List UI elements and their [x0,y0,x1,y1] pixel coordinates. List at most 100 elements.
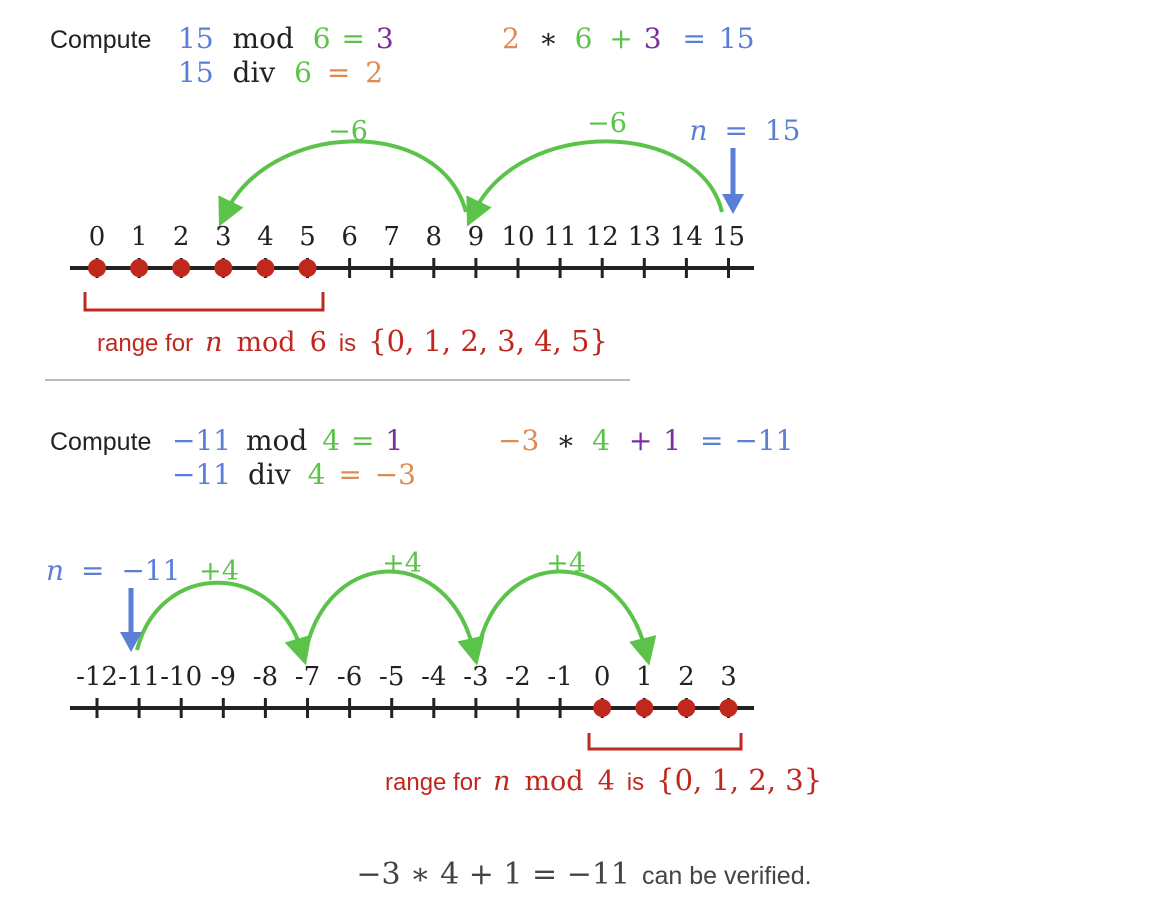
dividend: 15 [178,56,214,89]
remainder-dot [593,699,612,717]
remainder-dot [298,259,317,277]
dividend: 15 [719,22,755,55]
divisor: 4 [308,458,326,491]
tick-label: 0 [89,222,106,252]
tick-label: 4 [257,222,274,252]
plus-sign: + [609,22,632,55]
tick-label: 3 [720,662,737,692]
tick-label: 13 [628,222,661,252]
range-prefix: range for [97,330,193,357]
tick-label: 6 [341,222,358,252]
dividend: 15 [178,22,214,55]
quotient: 2 [502,22,520,55]
mod-operator: mod [233,22,294,55]
tick-label: -10 [160,662,202,692]
divisor: 6 [310,327,327,358]
tick-label: 14 [670,222,703,252]
jump-label: −6 [328,116,368,147]
jump-arrow-9-to-3 [218,139,468,227]
quotient: 2 [365,56,383,89]
range-caption: range for n mod 4 is {0, 1, 2, 3} [385,763,822,797]
tick-label: -7 [295,662,320,692]
tick-label: -2 [505,662,530,692]
remainder: 1 [663,424,681,457]
tick-label: 7 [383,222,400,252]
range-is: is [627,769,644,796]
tick-label: -4 [421,662,446,692]
check-equation: 2 ∗ 6 + 3 = 15 [502,22,755,55]
mod-equation: −11 mod 4 = 1 [172,424,403,457]
variable-n: n [205,327,222,358]
jump-label: −6 [587,108,627,139]
mod-equation: 15 mod 6 = 3 [178,22,394,55]
mod-operator: mod [236,327,295,358]
footer-equation: −3 ∗ 4 + 1 = −11 [356,857,630,892]
remainder-dot [214,259,233,277]
range-bracket [83,292,325,312]
remainder-dot [172,259,191,277]
divisor: 4 [322,424,340,457]
dividend: −11 [172,424,231,457]
range-bracket [587,733,743,751]
remainder-dot [256,259,275,277]
jump-label: +4 [199,556,239,587]
tick-label: 1 [636,662,653,692]
jump-label: +4 [382,548,422,579]
range-set: {0, 1, 2, 3, 4, 5} [368,324,608,358]
equals-sign: = [327,56,350,89]
tick-label: 12 [586,222,619,252]
pointer-arrow-head [722,194,744,214]
mod-operator: mod [524,766,583,797]
equals-sign: = [351,424,374,457]
tick-label: 3 [215,222,232,252]
times-sign: ∗ [539,22,558,55]
tick-label: -1 [547,662,572,692]
div-operator: div [233,56,276,89]
div-equation: 15 div 6 = 2 [178,56,383,89]
equals-sign: = [338,458,361,491]
equals-sign: = [683,22,706,55]
tick-label: -3 [463,662,488,692]
quotient: −3 [375,458,416,491]
remainder: 3 [644,22,662,55]
range-caption: range for n mod 6 is {0, 1, 2, 3, 4, 5} [97,324,608,358]
remainder: 3 [376,22,394,55]
times-sign: ∗ [556,424,575,457]
remainder-dot [719,699,738,717]
dividend: −11 [734,424,793,457]
tick-label: 2 [678,662,695,692]
check-equation: −3 ∗ 4 + 1 = −11 [498,424,793,457]
remainder-dot [635,699,654,717]
tick-label: -9 [211,662,236,692]
divisor: 4 [598,766,615,797]
equals-sign: = [724,114,747,147]
equals-sign: = [342,22,365,55]
tick-label: 10 [501,222,534,252]
tick-label: -6 [337,662,362,692]
divisor: 6 [294,56,312,89]
variable-n: n [690,114,708,147]
remainder-dot [130,259,149,277]
divisor: 6 [313,22,331,55]
example1: Compute 15 mod 6 = 3 15 div 6 = 2 2 ∗ 6 … [50,22,800,358]
pointer-value: 15 [765,114,801,147]
tick-label: 2 [173,222,190,252]
jump-arrow-minus7-to-minus3 [304,569,485,666]
range-set: {0, 1, 2, 3} [656,763,822,797]
tick-label: 0 [594,662,611,692]
remainder-dot [677,699,696,717]
tick-label: 9 [468,222,485,252]
variable-n: n [46,554,64,587]
range-is: is [339,330,356,357]
tick-label: -8 [253,662,278,692]
footer-text: can be verified. [642,862,812,890]
tick-label: -12 [76,662,118,692]
jump-arrow-minus3-to-1 [476,569,657,666]
jump-arrow-minus11-to-minus7 [135,580,312,666]
divisor: 6 [575,22,593,55]
divisor: 4 [592,424,610,457]
number-line-1: 0 1 2 3 4 5 6 7 8 9 10 11 12 13 14 15 [70,222,754,278]
tick-label: 1 [131,222,148,252]
pointer-arrow-head [120,632,142,652]
